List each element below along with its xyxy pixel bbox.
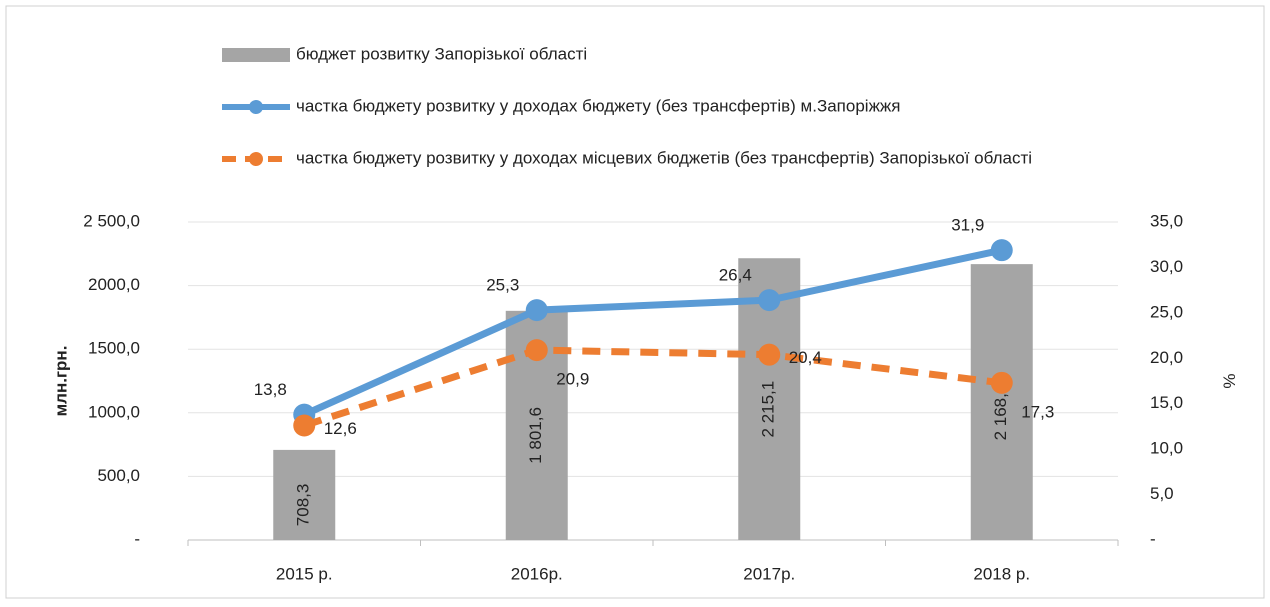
x-tick-label: 2017р. xyxy=(743,564,795,583)
y2-tick-label: 25,0 xyxy=(1150,302,1183,321)
line-value-label: 31,9 xyxy=(951,216,984,235)
line-marker xyxy=(525,339,548,362)
bar xyxy=(970,264,1033,540)
y-tick-label: - xyxy=(134,529,140,548)
legend-label: бюджет розвитку Запорізької області xyxy=(296,44,587,63)
line-marker xyxy=(990,239,1013,262)
line-marker xyxy=(525,299,548,322)
line-value-label: 25,3 xyxy=(486,276,519,295)
line-marker xyxy=(758,289,781,312)
y-tick-label: 1500,0 xyxy=(88,339,140,358)
line-value-label: 26,4 xyxy=(719,266,752,285)
legend-label: частка бюджету розвитку у доходах місцев… xyxy=(296,148,1032,167)
y2-axis-label: % xyxy=(1220,373,1239,388)
y2-tick-label: 35,0 xyxy=(1150,211,1183,230)
bar xyxy=(273,449,336,540)
line-value-label: 17,3 xyxy=(1021,402,1054,421)
y-tick-label: 2000,0 xyxy=(88,275,140,294)
y2-tick-label: 5,0 xyxy=(1150,484,1174,503)
bar-value-label: 2 215,1 xyxy=(759,381,778,438)
line xyxy=(302,246,1003,418)
line-marker xyxy=(990,371,1013,394)
line-value-label: 20,4 xyxy=(789,348,822,367)
x-tick-label: 2018 р. xyxy=(973,564,1030,583)
y2-tick-label: 15,0 xyxy=(1150,393,1183,412)
bar-value-label: 2 168,8 xyxy=(991,384,1010,441)
y-axis-label: млн.грн. xyxy=(51,346,70,417)
bar-value-label: 1 801,6 xyxy=(526,407,545,464)
y-tick-label: 500,0 xyxy=(97,466,140,485)
y2-tick-label: 30,0 xyxy=(1150,257,1183,276)
x-tick-label: 2015 р. xyxy=(276,564,333,583)
line-marker xyxy=(293,414,316,437)
y2-tick-label: 10,0 xyxy=(1150,439,1183,458)
line-value-label: 12,6 xyxy=(324,419,357,438)
line-marker xyxy=(758,343,781,366)
line-value-label: 13,8 xyxy=(254,380,287,399)
y2-tick-label: - xyxy=(1150,529,1156,548)
legend-marker xyxy=(249,152,263,166)
line-value-label: 20,9 xyxy=(556,370,589,389)
y-tick-label: 1000,0 xyxy=(88,402,140,421)
legend-marker xyxy=(249,100,263,114)
y-tick-label: 2 500,0 xyxy=(83,211,140,230)
legend-label: частка бюджету розвитку у доходах бюджет… xyxy=(296,96,901,115)
y2-tick-label: 20,0 xyxy=(1150,348,1183,367)
line xyxy=(303,346,1003,429)
chart-border xyxy=(5,5,1265,599)
x-tick-label: 2016р. xyxy=(511,564,563,583)
legend-swatch xyxy=(222,48,290,62)
bar-value-label: 708,3 xyxy=(294,484,313,527)
